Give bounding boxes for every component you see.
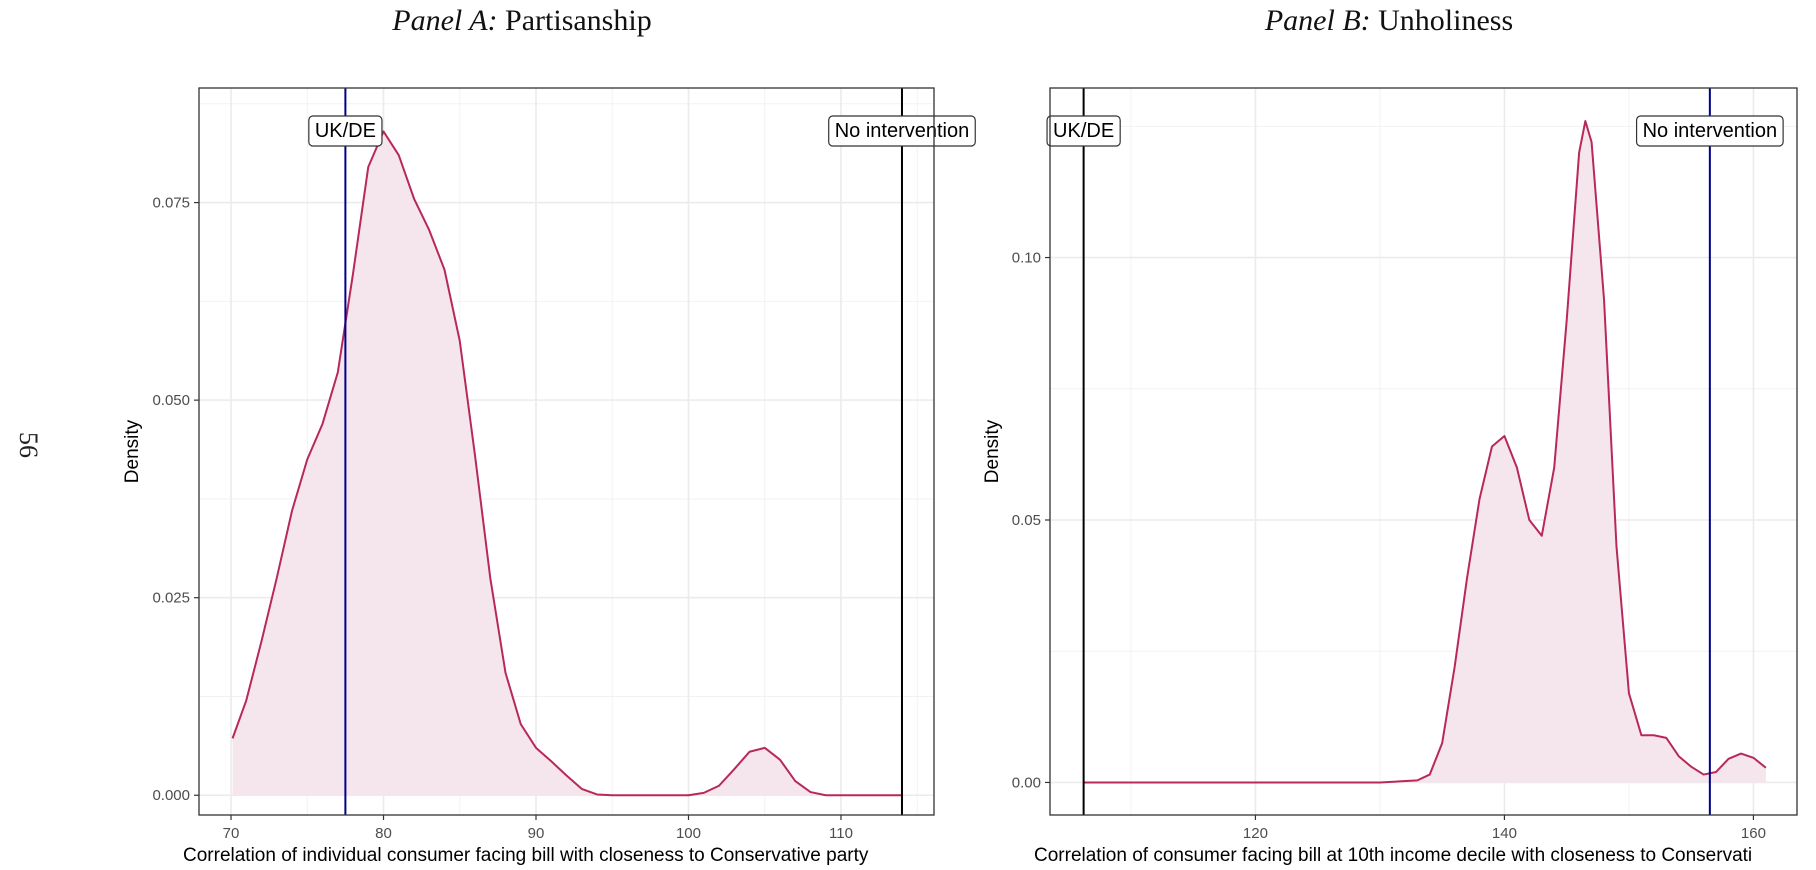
y-tick-label: 0.00 <box>1012 774 1041 791</box>
density-area <box>1083 121 1766 783</box>
x-axis-title: Correlation of consumer facing bill at 1… <box>1034 845 1752 865</box>
y-tick-label: 0.025 <box>152 590 190 607</box>
panel-b: UK/DE No intervention 120 140 160 0.00 0.05 0.1… <box>982 4 1798 866</box>
y-axis-title: Density <box>122 419 143 483</box>
panel-title-prefix: Panel A: <box>391 4 497 37</box>
page-number: 56 <box>14 432 43 458</box>
x-tick-label: 70 <box>223 825 240 842</box>
x-tick-label: 140 <box>1492 825 1517 842</box>
plot-background <box>1050 88 1797 815</box>
x-tick-label: 110 <box>829 825 853 842</box>
reference-label-box <box>308 115 383 147</box>
density-line <box>1083 120 1767 784</box>
panel-border <box>1049 87 1798 816</box>
reference-label: No intervention <box>1635 115 1784 147</box>
panel-title: Panel A: Partisanship <box>391 4 651 37</box>
panel-a: UK/DE No intervention 70 80 90 100 110 0.000 0.0… <box>122 4 976 865</box>
y-tick-label: 0.10 <box>1012 250 1041 267</box>
density-area <box>232 131 902 796</box>
y-tick-label: 0.000 <box>152 787 190 804</box>
y-axis-title: Density <box>982 419 1003 483</box>
reference-label-box <box>828 115 976 147</box>
y-tick-label: 0.050 <box>152 392 190 409</box>
reference-label-text: UK/DE <box>315 120 376 142</box>
x-tick-label: 90 <box>528 825 545 842</box>
panel-border <box>198 87 935 816</box>
reference-label: UK/DE <box>308 115 383 147</box>
x-tick-label: 100 <box>676 825 701 842</box>
reference-label-text: No intervention <box>1643 120 1778 142</box>
reference-label: UK/DE <box>1046 115 1121 147</box>
panel-title-prefix: Panel B: <box>1264 4 1371 37</box>
x-tick-label: 80 <box>375 825 392 842</box>
x-axis-title: Correlation of individual consumer facin… <box>183 845 869 865</box>
panel-title-text: Unholiness <box>1371 4 1514 37</box>
reference-label-text: UK/DE <box>1053 120 1114 142</box>
x-tick-label: 160 <box>1741 825 1766 842</box>
panel-title: Panel B: Unholiness <box>1264 4 1513 37</box>
x-tick-label: 120 <box>1243 825 1268 842</box>
density-line <box>231 130 902 797</box>
reference-label-box <box>1635 115 1784 147</box>
y-tick-label: 0.075 <box>152 195 190 212</box>
reference-label-box <box>1046 115 1121 147</box>
reference-label-text: No intervention <box>835 120 970 142</box>
reference-label: No intervention <box>828 115 976 147</box>
y-tick-label: 0.05 <box>1012 512 1041 529</box>
panel-title-text: Partisanship <box>498 4 652 37</box>
